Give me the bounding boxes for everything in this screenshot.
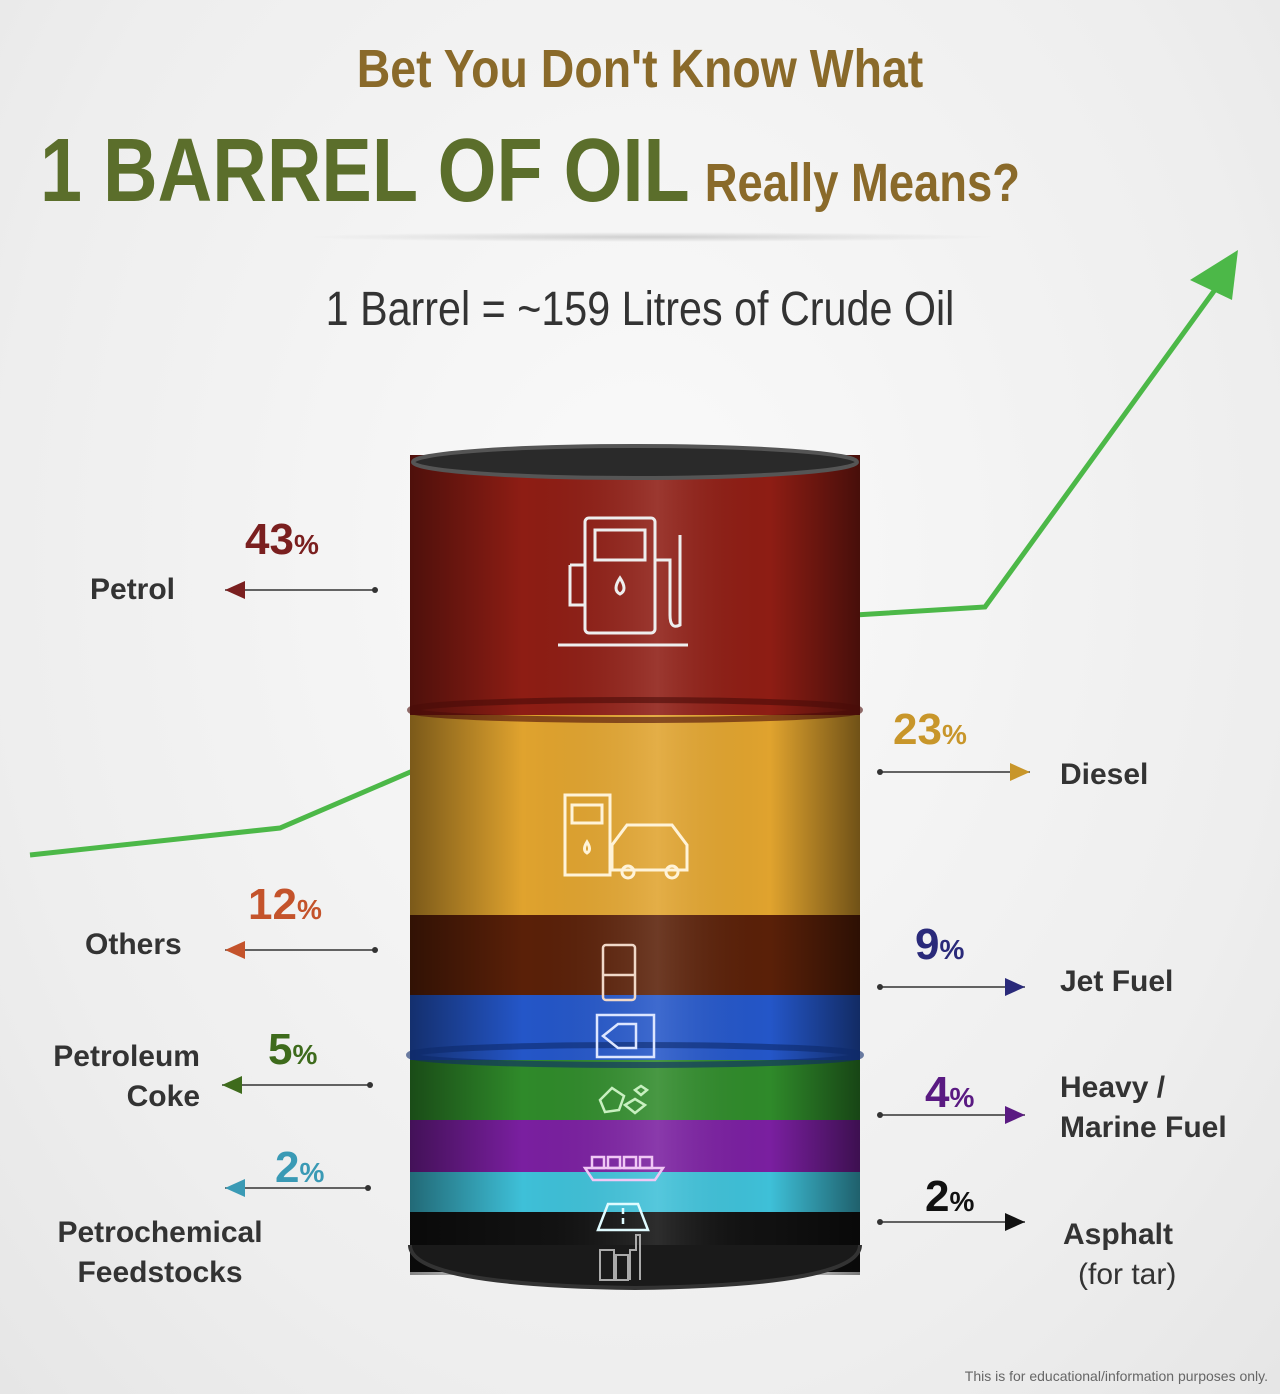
percent-value: 2	[925, 1172, 950, 1221]
cargo-ship-icon	[582, 1155, 666, 1182]
label-line2: Coke	[126, 1080, 200, 1113]
label-text: Jet Fuel	[1060, 965, 1174, 998]
arrowhead-1	[1010, 763, 1030, 781]
label-petroleum-coke: Petroleum Coke	[20, 1037, 200, 1117]
percent-7: 2%	[925, 1172, 974, 1222]
percent-value: 12	[248, 880, 297, 929]
label-text: Others	[85, 928, 182, 961]
arrowhead-6	[225, 1179, 245, 1197]
percent-6: 2%	[275, 1143, 324, 1193]
label-diesel: Diesel	[1060, 755, 1148, 795]
label-line2: Feedstocks	[77, 1256, 243, 1289]
label-petrochemical-feedstocks: Petrochemical Feedstocks	[35, 1213, 285, 1293]
arrowhead-0	[225, 581, 245, 599]
label-line1: Heavy /	[1060, 1071, 1166, 1104]
percent-sign: %	[941, 719, 967, 750]
oil-barrel-icon	[601, 943, 637, 1002]
percent-value: 23	[893, 705, 942, 754]
percent-sign: %	[949, 1186, 975, 1217]
arrowhead-7	[1005, 1213, 1025, 1231]
percent-sign: %	[939, 934, 965, 965]
label-line1: Asphalt	[1063, 1218, 1174, 1251]
fuel-station-car-icon	[563, 793, 689, 880]
percent-sign: %	[299, 1157, 325, 1188]
arrowhead-2	[225, 941, 245, 959]
title-divider	[300, 232, 1000, 242]
trend-line-right	[854, 278, 1225, 618]
title-line1: Bet You Don't Know What	[356, 39, 924, 99]
percent-5: 4%	[925, 1068, 974, 1118]
pointer-dot-6	[365, 1185, 371, 1191]
pointer-dot-3	[877, 984, 883, 990]
label-line1: Petrochemical	[57, 1216, 263, 1249]
trend-arrowhead	[1190, 250, 1238, 300]
percent-sign: %	[949, 1082, 975, 1113]
barrel-top-rim	[411, 444, 859, 480]
arrowhead-4	[222, 1076, 242, 1094]
trend-line-left	[29, 767, 416, 858]
percent-sign: %	[293, 529, 319, 560]
percent-value: 5	[268, 1025, 293, 1074]
percent-sign: %	[296, 894, 322, 925]
percent-value: 43	[245, 515, 294, 564]
label-line2: (for tar)	[1078, 1258, 1177, 1291]
airplane-icon	[595, 1013, 656, 1059]
percent-4: 5%	[268, 1025, 317, 1075]
label-heavy-marine-fuel: Heavy / Marine Fuel	[1060, 1068, 1227, 1148]
title-line2: 1 BARREL OF OIL Really Means?	[40, 120, 1020, 223]
percent-0: 43%	[245, 515, 319, 565]
coke-rocks-icon	[598, 1084, 650, 1115]
fuel-pump-icon	[558, 516, 688, 647]
pointer-dot-4	[367, 1082, 373, 1088]
percent-2: 12%	[248, 880, 322, 930]
label-others: Others	[85, 925, 182, 965]
title-tail: Really Means?	[704, 153, 1020, 213]
barrel-bottom-rim	[408, 1244, 862, 1291]
pointer-dot-7	[877, 1219, 883, 1225]
label-line2: Marine Fuel	[1060, 1111, 1227, 1144]
label-asphalt-for-tar-: Asphalt (for tar)	[1063, 1215, 1176, 1295]
road-icon	[596, 1202, 650, 1232]
percent-value: 2	[275, 1143, 300, 1192]
percent-sign: %	[292, 1039, 318, 1070]
label-text: Petrol	[90, 573, 176, 606]
label-jet-fuel: Jet Fuel	[1060, 962, 1173, 1002]
percent-1: 23%	[893, 705, 967, 755]
pointer-dot-0	[372, 587, 378, 593]
title-main: 1 BARREL OF OIL	[40, 121, 690, 221]
arrowhead-3	[1005, 978, 1025, 996]
arrowhead-5	[1005, 1106, 1025, 1124]
factory-icon	[599, 1234, 641, 1281]
percent-3: 9%	[915, 920, 964, 970]
percent-value: 9	[915, 920, 940, 969]
pointer-dot-2	[372, 947, 378, 953]
label-petrol: Petrol	[90, 570, 175, 610]
percent-value: 4	[925, 1068, 950, 1117]
subtitle: 1 Barrel = ~159 Litres of Crude Oil	[325, 283, 955, 336]
label-text: Diesel	[1060, 758, 1149, 791]
pointer-dot-1	[877, 769, 883, 775]
pointer-dot-5	[877, 1112, 883, 1118]
disclaimer: This is for educational/information purp…	[964, 1368, 1268, 1384]
label-line1: Petroleum	[53, 1040, 200, 1073]
